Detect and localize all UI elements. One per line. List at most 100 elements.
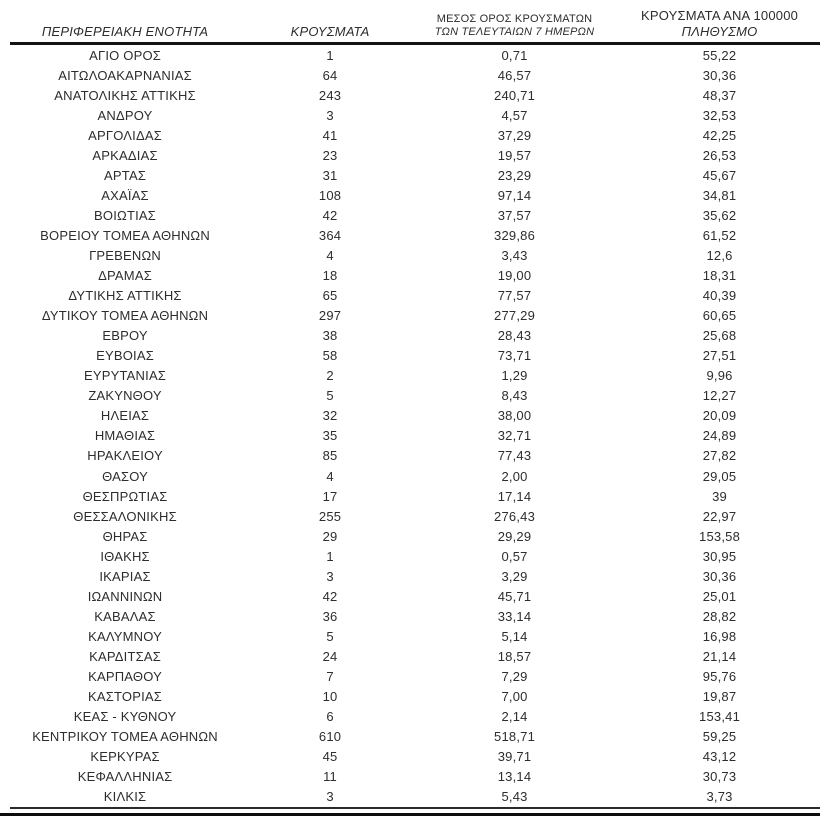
cell-avg7: 17,14: [497, 488, 532, 504]
cell-per100k: 59,25: [702, 729, 737, 745]
cell-avg7: 518,71: [494, 729, 536, 745]
cell-cases: 1: [326, 548, 334, 564]
cell-avg7: 2,14: [501, 709, 528, 725]
cell-avg7: 18,57: [497, 648, 532, 664]
cell-region: ΙΩΑΝΝΙΝΩΝ: [87, 588, 163, 604]
table-row: ΑΡΓΟΛΙΔΑΣ 41 37,29 42,25: [0, 125, 820, 145]
cell-avg7: 37,57: [497, 207, 532, 223]
cell-region: ΚΕΑΣ - ΚΥΘΝΟΥ: [73, 709, 177, 725]
cell-region: ΔΡΑΜΑΣ: [98, 268, 152, 284]
cell-cases: 24: [322, 648, 338, 664]
cell-per100k: 12,6: [706, 247, 733, 263]
cell-cases: 1: [326, 47, 334, 63]
cell-per100k: 30,36: [702, 568, 737, 584]
cell-region: ΘΗΡΑΣ: [102, 528, 148, 544]
cell-per100k: 61,52: [702, 227, 737, 243]
cell-cases: 3: [326, 107, 334, 123]
cell-region: ΑΡΤΑΣ: [104, 167, 147, 183]
cell-avg7: 38,00: [497, 408, 532, 424]
cell-cases: 108: [318, 187, 342, 203]
cell-per100k: 24,89: [702, 428, 737, 444]
cell-region: ΙΘΑΚΗΣ: [100, 548, 150, 564]
table-row: ΒΟΙΩΤΙΑΣ 42 37,57 35,62: [0, 205, 820, 225]
cell-avg7: 19,57: [497, 147, 532, 163]
cell-region: ΔΥΤΙΚΟΥ ΤΟΜΕΑ ΑΘΗΝΩΝ: [41, 308, 209, 324]
table-row: ΑΙΤΩΛΟΑΚΑΡΝΑΝΙΑΣ 64 46,57 30,36: [0, 65, 820, 85]
cell-per100k: 55,22: [702, 47, 737, 63]
cell-avg7: 1,29: [501, 368, 528, 384]
table-row: ΖΑΚΥΝΘΟΥ 5 8,43 12,27: [0, 386, 820, 406]
cell-region: ΘΑΣΟΥ: [102, 468, 149, 484]
table-row: ΚΕΑΣ - ΚΥΘΝΟΥ 6 2,14 153,41: [0, 707, 820, 727]
cell-cases: 31: [322, 167, 338, 183]
cell-region: ΕΒΡΟΥ: [102, 328, 148, 344]
cell-avg7: 46,57: [497, 67, 532, 83]
cell-per100k: 48,37: [702, 87, 737, 103]
table-row: ΚΙΛΚΙΣ 3 5,43 3,73: [0, 787, 820, 807]
table-row: ΚΑΒΑΛΑΣ 36 33,14 28,82: [0, 606, 820, 626]
cell-per100k: 21,14: [702, 648, 737, 664]
header-divider-rule: [10, 42, 820, 45]
cell-cases: 42: [322, 588, 338, 604]
cell-per100k: 19,87: [702, 689, 737, 705]
cell-region: ΑΡΚΑΔΙΑΣ: [92, 147, 158, 163]
cell-region: ΗΡΑΚΛΕΙΟΥ: [87, 448, 163, 464]
cell-avg7: 5,43: [501, 789, 528, 805]
cell-per100k: 18,31: [702, 268, 737, 284]
cell-per100k: 29,05: [702, 468, 737, 484]
cell-region: ΗΛΕΙΑΣ: [100, 408, 150, 424]
cell-region: ΘΕΣΣΑΛΟΝΙΚΗΣ: [73, 508, 177, 524]
cell-avg7: 13,14: [497, 769, 532, 785]
cell-cases: 4: [326, 468, 334, 484]
table-row: ΕΒΡΟΥ 38 28,43 25,68: [0, 326, 820, 346]
table-row: ΗΛΕΙΑΣ 32 38,00 20,09: [0, 406, 820, 426]
cell-per100k: 30,95: [702, 548, 737, 564]
cell-cases: 5: [326, 628, 334, 644]
table-row: ΙΘΑΚΗΣ 1 0,57 30,95: [0, 546, 820, 566]
cell-per100k: 34,81: [702, 187, 737, 203]
cell-region: ΑΧΑΪΑΣ: [101, 187, 149, 203]
cell-cases: 18: [322, 268, 338, 284]
cell-cases: 5: [326, 388, 334, 404]
cell-region: ΚΑΡΔΙΤΣΑΣ: [89, 648, 161, 664]
table-row: ΙΚΑΡΙΑΣ 3 3,29 30,36: [0, 566, 820, 586]
cell-per100k: 26,53: [702, 147, 737, 163]
cell-avg7: 240,71: [494, 87, 536, 103]
cell-avg7: 39,71: [497, 749, 532, 765]
cell-per100k: 153,58: [699, 528, 740, 544]
cell-region: ΚΑΡΠΑΘΟΥ: [88, 668, 162, 684]
column-header-cases: ΚΡΟΥΣΜΑΤΑ: [250, 3, 410, 42]
cell-per100k: 27,51: [702, 348, 737, 364]
cell-per100k: 28,82: [702, 608, 737, 624]
cell-avg7: 77,43: [497, 448, 532, 464]
cell-cases: 2: [326, 368, 334, 384]
cell-avg7: 8,43: [501, 388, 528, 404]
cell-per100k: 60,65: [702, 308, 737, 324]
cell-cases: 7: [326, 668, 334, 684]
table-row: ΚΕΦΑΛΛΗΝΙΑΣ 11 13,14 30,73: [0, 767, 820, 787]
cell-per100k: 43,12: [702, 749, 737, 765]
cell-avg7: 28,43: [497, 328, 532, 344]
column-header-region: ΠΕΡΙΦΕΡΕΙΑΚΗ ΕΝΟΤΗΤΑ: [0, 3, 250, 42]
cell-per100k: 9,96: [706, 368, 733, 384]
cell-region: ΚΕΦΑΛΛΗΝΙΑΣ: [77, 769, 173, 785]
table-row: ΑΡΚΑΔΙΑΣ 23 19,57 26,53: [0, 145, 820, 165]
cell-region: ΑΝΔΡΟΥ: [97, 107, 153, 123]
column-header-avg7-label-line1: ΜΕΣΟΣ ΟΡΟΣ ΚΡΟΥΣΜΑΤΩΝ: [436, 13, 593, 26]
cell-region: ΖΑΚΥΝΘΟΥ: [88, 388, 162, 404]
table-bottom-rule-thin: [10, 806, 820, 809]
cell-avg7: 276,43: [494, 508, 536, 524]
cell-avg7: 23,29: [497, 167, 532, 183]
cell-cases: 17: [322, 488, 338, 504]
cell-per100k: 25,68: [702, 328, 737, 344]
cell-avg7: 4,57: [501, 107, 528, 123]
cell-per100k: 30,36: [702, 67, 737, 83]
cell-avg7: 77,57: [497, 288, 532, 304]
column-header-avg7: ΜΕΣΟΣ ΟΡΟΣ ΚΡΟΥΣΜΑΤΩΝ ΤΩΝ ΤΕΛΕΥΤΑΙΩΝ 7 Η…: [410, 3, 619, 42]
cell-region: ΒΟΡΕΙΟΥ ΤΟΜΕΑ ΑΘΗΝΩΝ: [40, 227, 210, 243]
cell-avg7: 2,00: [501, 468, 528, 484]
cell-avg7: 37,29: [497, 127, 532, 143]
table-row: ΑΝΔΡΟΥ 3 4,57 32,53: [0, 105, 820, 125]
cell-cases: 35: [322, 428, 338, 444]
